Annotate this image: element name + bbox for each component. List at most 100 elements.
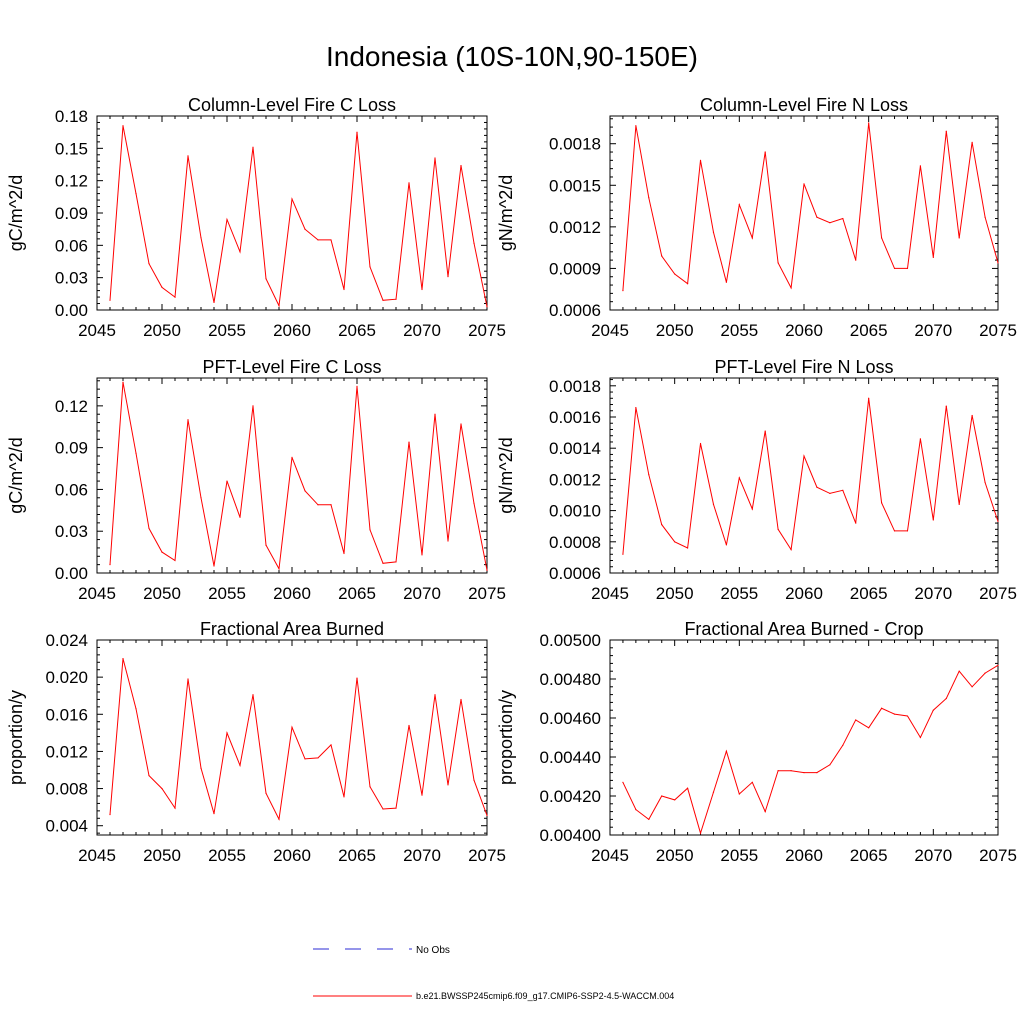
data-point bbox=[958, 503, 960, 505]
data-point bbox=[971, 686, 973, 688]
plot-frame bbox=[96, 639, 488, 836]
data-point bbox=[635, 809, 637, 811]
x-tick-label: 2065 bbox=[850, 846, 888, 865]
y-tick-label: 0.0010 bbox=[549, 502, 601, 521]
data-point bbox=[842, 744, 844, 746]
y-tick-label: 0.020 bbox=[45, 668, 88, 687]
data-point bbox=[893, 267, 896, 270]
data-point bbox=[777, 770, 779, 772]
data-point bbox=[304, 228, 306, 230]
y-axis-label: proportion/y bbox=[496, 690, 516, 785]
x-tick-label: 2045 bbox=[591, 584, 629, 603]
panel-3: 2045 2050 2055 2060 2065 2070 2075 0.00 0.03 0.06… bbox=[6, 357, 506, 603]
data-point bbox=[855, 259, 857, 261]
x-tick-label: 2065 bbox=[338, 846, 376, 865]
data-point bbox=[382, 299, 384, 301]
panel-5: 2045 2050 2055 2060 2065 2070 2075 0.004 0.008 0.… bbox=[6, 619, 506, 865]
x-tick-label: 2075 bbox=[979, 321, 1017, 340]
data-point bbox=[213, 301, 215, 304]
data-point bbox=[434, 694, 436, 696]
panel-title: Column-Level Fire C Loss bbox=[188, 95, 396, 115]
data-point bbox=[661, 795, 663, 797]
x-tick-label: 2050 bbox=[656, 846, 694, 865]
data-point bbox=[304, 490, 306, 492]
data-point bbox=[906, 715, 909, 717]
y-axis-label: gN/m^2/d bbox=[496, 175, 516, 251]
y-tick-label: 0.0008 bbox=[549, 533, 601, 552]
x-tick-label: 2050 bbox=[143, 846, 181, 865]
data-point bbox=[304, 758, 306, 760]
data-point bbox=[687, 547, 689, 549]
x-tick-label: 2055 bbox=[208, 584, 246, 603]
y-axis-label: gC/m^2/d bbox=[6, 437, 26, 513]
data-point bbox=[674, 799, 676, 801]
y-tick-label: 0.0006 bbox=[549, 301, 601, 320]
data-point bbox=[356, 385, 358, 387]
y-tick-label: 0.06 bbox=[55, 236, 88, 255]
data-point bbox=[213, 813, 215, 815]
plot-frame bbox=[609, 639, 999, 836]
x-tick-label: 2065 bbox=[338, 321, 376, 340]
data-point bbox=[135, 193, 137, 195]
x-tick-label: 2045 bbox=[78, 584, 116, 603]
data-point bbox=[855, 719, 857, 721]
y-tick-label: 0.03 bbox=[55, 522, 88, 541]
data-point bbox=[997, 664, 999, 666]
data-point bbox=[622, 781, 624, 783]
data-point bbox=[421, 794, 423, 796]
x-tick-label: 2060 bbox=[785, 321, 823, 340]
data-point bbox=[881, 237, 883, 239]
x-tick-label: 2055 bbox=[208, 321, 246, 340]
data-point bbox=[122, 125, 124, 127]
x-tick-label: 2055 bbox=[720, 846, 758, 865]
x-tick-label: 2070 bbox=[403, 321, 441, 340]
data-point bbox=[635, 407, 637, 409]
y-axis-label: gC/m^2/d bbox=[6, 175, 26, 251]
data-point bbox=[997, 262, 999, 264]
data-point bbox=[174, 807, 176, 809]
plot-frame bbox=[609, 377, 999, 574]
x-tick-label: 2060 bbox=[273, 846, 311, 865]
data-point bbox=[881, 707, 883, 709]
legend-model-label: b.e21.BWSSP245cmip6.f09_g17.CMIP6-SSP2-4… bbox=[416, 991, 674, 1001]
data-point bbox=[161, 286, 163, 288]
data-point bbox=[447, 275, 449, 278]
data-point bbox=[434, 157, 436, 159]
data-point bbox=[226, 480, 228, 482]
x-tick-label: 2045 bbox=[591, 321, 629, 340]
data-point bbox=[421, 554, 423, 556]
data-point bbox=[317, 239, 319, 241]
y-tick-label: 0.18 bbox=[55, 107, 88, 126]
x-tick-label: 2075 bbox=[979, 846, 1017, 865]
data-point bbox=[829, 222, 831, 224]
data-point bbox=[291, 198, 293, 200]
data-point bbox=[200, 767, 202, 769]
data-point bbox=[486, 569, 488, 571]
data-point bbox=[343, 288, 345, 291]
data-point bbox=[984, 481, 986, 484]
data-point bbox=[174, 559, 176, 562]
data-point bbox=[842, 489, 844, 491]
y-tick-label: 0.00480 bbox=[540, 670, 601, 689]
y-tick-label: 0.06 bbox=[55, 480, 88, 499]
data-point bbox=[161, 551, 163, 553]
data-point bbox=[906, 267, 909, 270]
plot-frame bbox=[96, 115, 488, 311]
data-point bbox=[945, 130, 947, 132]
y-tick-label: 0.00420 bbox=[540, 787, 601, 806]
data-point bbox=[109, 564, 111, 566]
data-point bbox=[265, 544, 267, 546]
data-point bbox=[984, 672, 986, 674]
x-tick-label: 2055 bbox=[720, 321, 758, 340]
y-tick-label: 0.0012 bbox=[549, 470, 601, 489]
data-point bbox=[278, 818, 280, 820]
data-point bbox=[109, 299, 111, 301]
y-tick-label: 0.00400 bbox=[540, 826, 601, 845]
y-tick-label: 0.004 bbox=[45, 817, 88, 836]
data-point bbox=[674, 273, 676, 275]
data-point bbox=[712, 231, 715, 233]
x-tick-label: 2075 bbox=[468, 321, 506, 340]
data-point bbox=[674, 541, 676, 543]
data-point bbox=[790, 549, 792, 551]
y-tick-label: 0.15 bbox=[55, 139, 88, 158]
